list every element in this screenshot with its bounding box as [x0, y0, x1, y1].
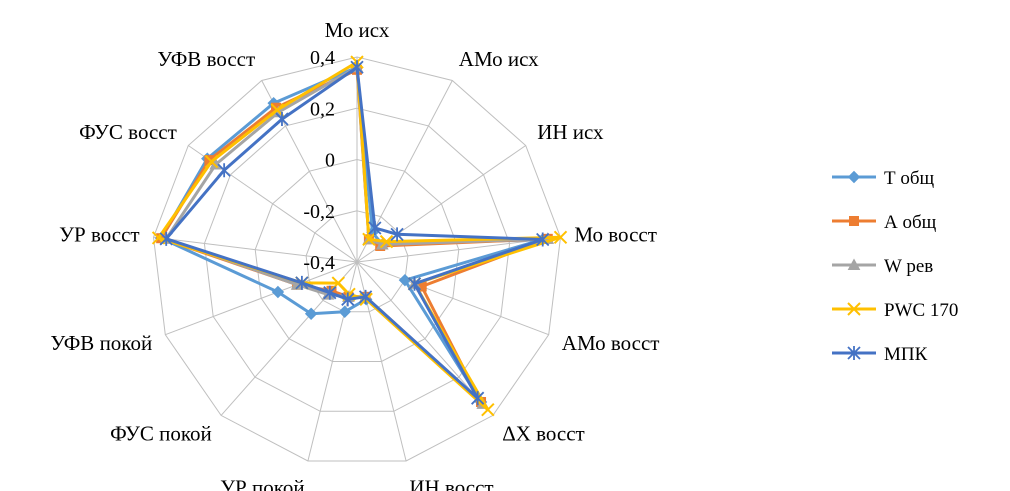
- legend-label: PWC 170: [884, 300, 958, 321]
- data-point: [482, 404, 494, 416]
- category-label: Мо исх: [325, 18, 390, 42]
- category-label: ΔХ восст: [502, 421, 585, 445]
- tick-label: -0,2: [303, 201, 335, 223]
- tick-label: 0,2: [310, 98, 335, 120]
- category-label: УФВ покой: [50, 331, 152, 355]
- legend-label: МПК: [884, 344, 928, 365]
- series-line: [159, 62, 561, 410]
- category-labels: Мо исх АМо исх ИН исх Мо восст АМо восст ΔХ в…: [50, 18, 659, 491]
- category-label: ФУС восст: [79, 120, 177, 144]
- tick-label: 0: [325, 150, 335, 172]
- data-point: [850, 217, 859, 226]
- category-label: ИН исх: [537, 120, 604, 144]
- category-label: УР восст: [59, 222, 139, 246]
- legend-label: А общ: [884, 212, 937, 233]
- legend-item: МПК: [832, 344, 928, 365]
- legend-item: W рев: [832, 256, 933, 277]
- data-point: [218, 163, 230, 177]
- category-label: АМо исх: [459, 47, 539, 71]
- grid: [154, 57, 561, 461]
- legend-item: Т общ: [832, 168, 935, 189]
- category-label: УР покой: [220, 476, 304, 491]
- legend-label: Т общ: [884, 168, 935, 189]
- category-label: Мо восст: [574, 222, 657, 246]
- category-label: ИН восст: [409, 476, 493, 491]
- data-point: [849, 172, 860, 183]
- series-line: [161, 70, 548, 402]
- data-point: [276, 112, 288, 126]
- category-label: АМо восст: [562, 331, 660, 355]
- category-label: УФВ восст: [157, 47, 255, 71]
- legend-item: PWC 170: [832, 300, 958, 321]
- category-label: ФУС покой: [110, 421, 212, 445]
- legend-item: А общ: [832, 212, 937, 233]
- legend-label: W рев: [884, 256, 933, 277]
- tick-label: -0,4: [303, 252, 335, 274]
- tick-label: 0,4: [310, 47, 335, 69]
- series-line: [166, 67, 543, 398]
- series-5: [160, 60, 548, 405]
- legend: Т общ А общ W рев PWC 170 МПК: [832, 168, 958, 365]
- series-line: [161, 67, 543, 402]
